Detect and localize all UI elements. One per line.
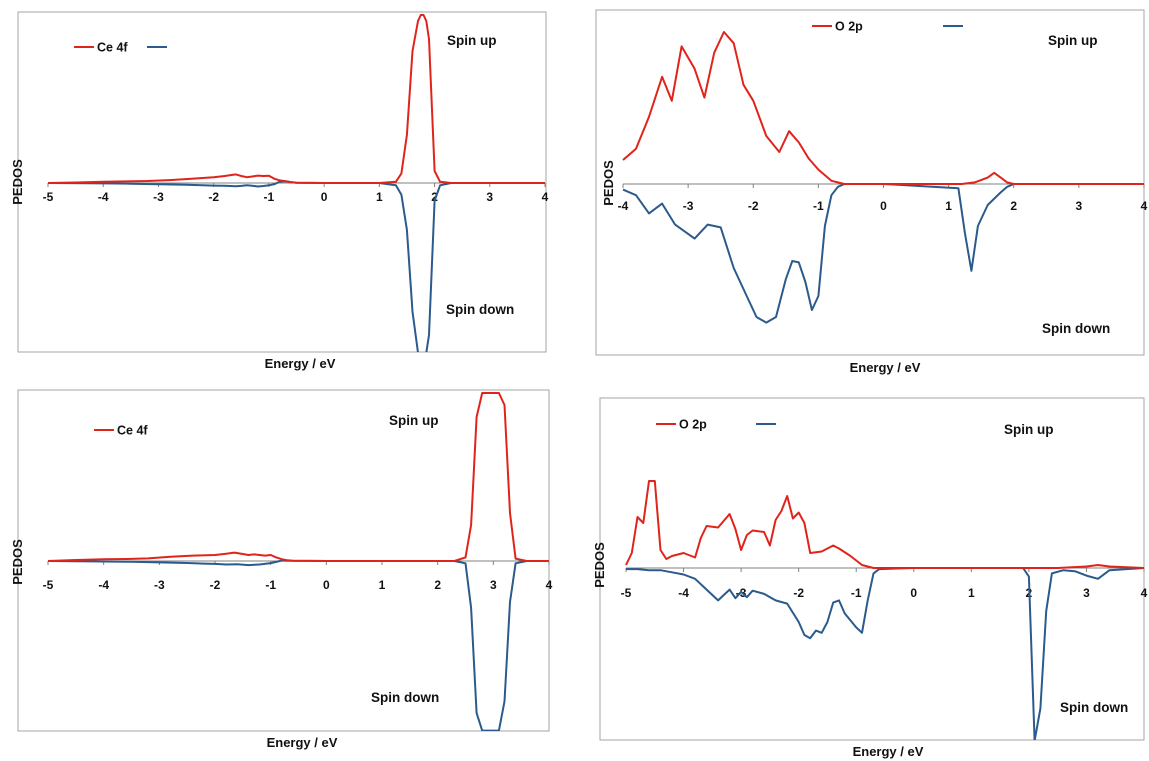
- x-tick-label: -5: [43, 190, 54, 204]
- y-axis-label: PEDOS: [601, 160, 616, 206]
- y-axis-label: PEDOS: [10, 539, 25, 585]
- x-tick-label: 4: [1141, 199, 1148, 213]
- chart-panel-top-left: -5 -4 -3 -2 -1 0 1 2 3 4 Energy / eV PEDOS Spin up Sp…: [10, 11, 549, 371]
- x-tick-label: -1: [264, 190, 275, 204]
- x-tick-label: -1: [851, 586, 862, 600]
- x-tick-label: 1: [945, 199, 952, 213]
- x-tick-label: 0: [323, 578, 330, 592]
- x-tick-label: -1: [265, 578, 276, 592]
- series-line-spin-up: [47, 392, 549, 562]
- x-tick-label: 2: [431, 190, 438, 204]
- x-tick-label: -4: [618, 199, 629, 213]
- series-line-spin-up: [622, 31, 1144, 185]
- x-tick-label: -4: [678, 586, 689, 600]
- x-tick-label: -2: [748, 199, 759, 213]
- chart-panel-bottom-left: -5 -4 -3 -2 -1 0 1 2 3 4 Energy / eV PEDOS Spin up Sp…: [10, 389, 553, 750]
- x-tick-label: -3: [154, 578, 165, 592]
- series-line-spin-down: [626, 567, 1144, 740]
- x-tick-label: 3: [490, 578, 497, 592]
- x-axis-label: Energy / eV: [267, 735, 338, 750]
- x-tick-label: 4: [1141, 586, 1148, 600]
- legend-label-spin-up: O 2p: [679, 418, 707, 432]
- x-tick-label: 4: [546, 578, 553, 592]
- x-tick-label: 0: [321, 190, 328, 204]
- legend: Ce 4f: [74, 41, 167, 55]
- x-tick-label: 3: [1076, 199, 1083, 213]
- x-tick-label: -4: [98, 578, 109, 592]
- x-tick-label: -2: [793, 586, 804, 600]
- annotation-spin-down: Spin down: [446, 302, 514, 317]
- annotation-spin-up: Spin up: [1048, 33, 1098, 48]
- chart-panel-top-right: -4 -3 -2 -1 0 1 2 3 4 Energy / eV PEDOS Spin up Spin…: [595, 9, 1148, 375]
- x-tick-label: 2: [434, 578, 441, 592]
- annotation-spin-up: Spin up: [447, 33, 497, 48]
- x-tick-label: 1: [379, 578, 386, 592]
- x-tick-label: 0: [910, 586, 917, 600]
- series-line-spin-up: [625, 480, 1144, 569]
- annotation-spin-up: Spin up: [389, 413, 439, 428]
- plot-frame: [595, 9, 1145, 356]
- annotation-spin-down: Spin down: [1042, 321, 1110, 336]
- legend: Ce 4f: [94, 424, 148, 438]
- plot-frame: [599, 397, 1145, 741]
- x-tick-label: -1: [813, 199, 824, 213]
- x-tick-label: 3: [1083, 586, 1090, 600]
- x-axis-label: Energy / eV: [853, 744, 924, 759]
- x-tick-label: 4: [542, 190, 549, 204]
- x-tick-label: -5: [43, 578, 54, 592]
- annotation-spin-down: Spin down: [371, 690, 439, 705]
- legend: O 2p: [812, 20, 963, 34]
- y-axis-label: PEDOS: [10, 159, 25, 205]
- x-tick-label: 1: [968, 586, 975, 600]
- x-tick-label: -3: [683, 199, 694, 213]
- series-line-spin-up: [47, 14, 545, 184]
- x-tick-label: -3: [153, 190, 164, 204]
- legend-label-spin-up: O 2p: [835, 20, 863, 34]
- x-tick-label: -2: [208, 190, 219, 204]
- x-axis-label: Energy / eV: [850, 360, 921, 375]
- legend: O 2p: [656, 418, 776, 432]
- legend-label-spin-up: Ce 4f: [97, 41, 128, 55]
- x-tick-label: -5: [621, 586, 632, 600]
- x-tick-label: -4: [98, 190, 109, 204]
- annotation-spin-up: Spin up: [1004, 422, 1054, 437]
- x-tick-label: 2: [1010, 199, 1017, 213]
- x-tick-label: 0: [880, 199, 887, 213]
- x-axis-label: Energy / eV: [265, 356, 336, 371]
- series-line-spin-down: [622, 183, 1144, 324]
- legend-label-spin-up: Ce 4f: [117, 424, 148, 438]
- x-tick-label: -2: [210, 578, 221, 592]
- annotation-spin-down: Spin down: [1060, 700, 1128, 715]
- y-axis-label: PEDOS: [592, 542, 607, 588]
- x-tick-label: 1: [376, 190, 383, 204]
- x-tick-label: 3: [486, 190, 493, 204]
